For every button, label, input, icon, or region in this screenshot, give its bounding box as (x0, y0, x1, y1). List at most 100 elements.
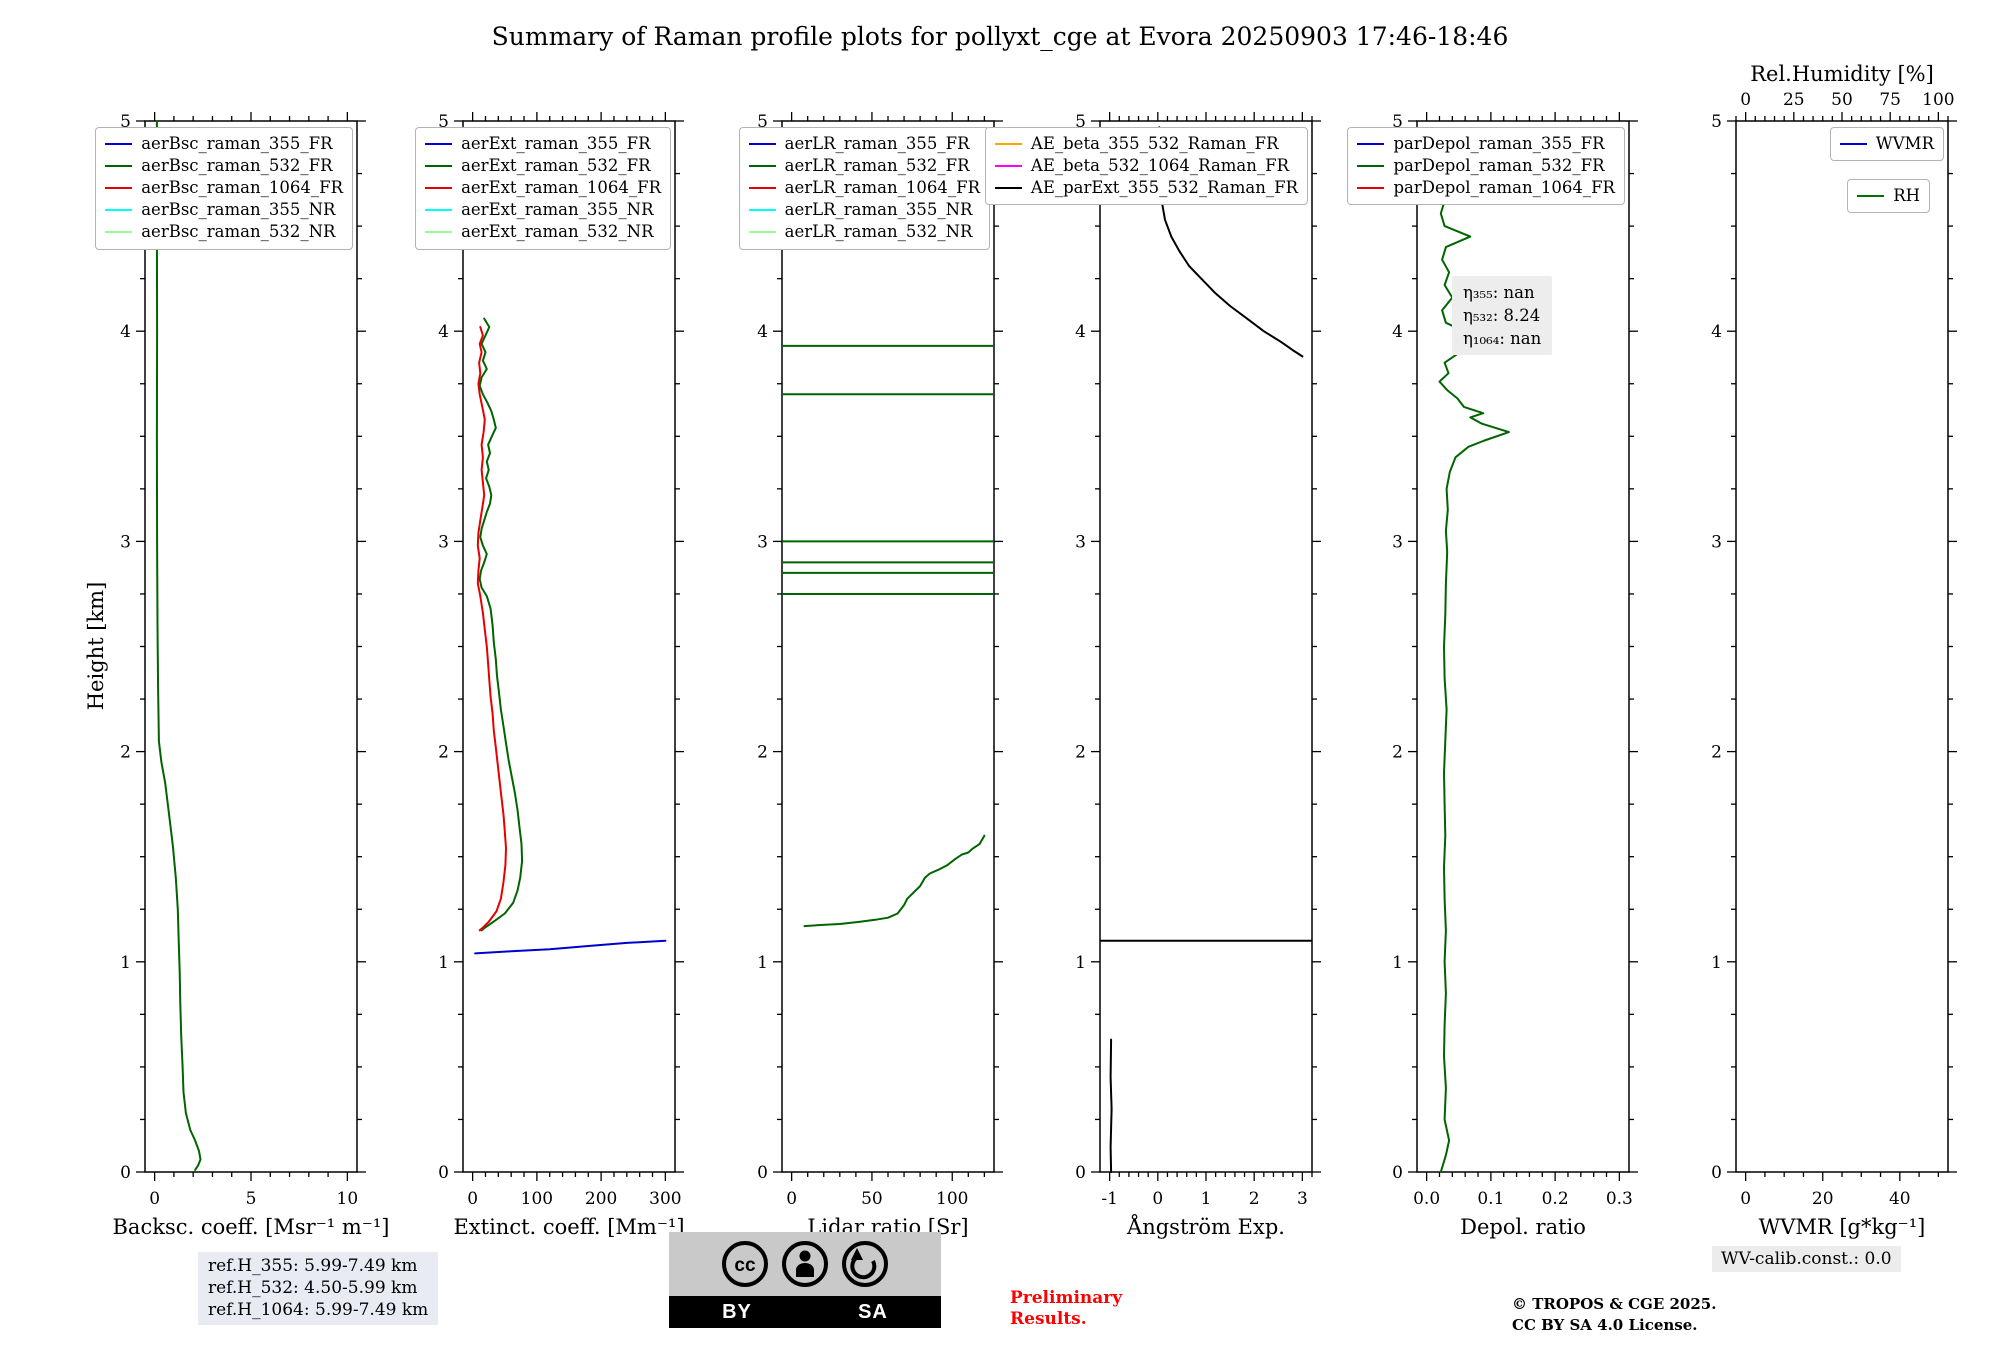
top-tick-label: 50 (1831, 90, 1853, 110)
tick-label: 0.3 (1606, 1189, 1633, 1209)
legend-label: aerLR_raman_355_FR (784, 134, 970, 153)
cc-sa-label: SA (858, 1300, 888, 1323)
tick-label: 0 (149, 1189, 160, 1209)
legend-item: RH (1857, 185, 1920, 207)
legend-line-sample (425, 165, 453, 168)
panel-extinction: 0 100 200 300 0 1 2 3 4 5 Extinct. coeff. [Mm⁻¹] (438, 112, 685, 1239)
legend-item: aerBsc_raman_532_NR (105, 221, 343, 243)
tick-label: 3 (438, 532, 449, 552)
legend-label: aerExt_raman_532_NR (461, 222, 654, 242)
panel-backscatter: 0 5 10 0 1 2 3 4 5 Backsc. coeff. [Msr⁻¹ m⁻¹] (113, 112, 390, 1239)
tick-label: 10 (337, 1189, 359, 1209)
legend-wvmr: WVMR (1829, 127, 1944, 162)
legend-item: WVMR (1839, 133, 1934, 155)
series-aerExt_raman_532_FR (478, 317, 524, 932)
tick-label: 4 (120, 322, 131, 342)
legend-label: aerBsc_raman_1064_FR (141, 178, 343, 198)
legend-line-sample (105, 231, 133, 234)
tick-label: 2 (438, 743, 449, 763)
tick-label: 4 (757, 322, 768, 342)
legend-line-sample (105, 143, 133, 146)
legend-item: aerLR_raman_355_NR (748, 199, 980, 221)
cc-icon: cc (722, 1241, 768, 1287)
tick-label: 3 (1711, 532, 1722, 552)
top-tick-label: 100 (1922, 90, 1954, 110)
legend-label: parDepol_raman_355_FR (1393, 134, 1605, 153)
tick-label: 1 (1711, 953, 1722, 973)
plot-frame (1735, 120, 1949, 1173)
legend-line-sample (1357, 165, 1385, 168)
tick-label: 100 (521, 1189, 553, 1209)
tick-label: 1 (1075, 953, 1086, 973)
legend-line-sample (994, 165, 1022, 168)
tick-label: 0 (1075, 1163, 1086, 1183)
legend-line-sample (748, 143, 776, 146)
legend-label: aerLR_raman_355_NR (784, 200, 973, 220)
legend-label: aerBsc_raman_532_FR (141, 156, 333, 176)
tick-label: 0.0 (1413, 1189, 1440, 1209)
tick-label: 2 (1392, 743, 1403, 763)
tick-label: 1 (757, 953, 768, 973)
tick-label: 5 (1711, 112, 1722, 132)
tick-label: 0 (757, 1163, 768, 1183)
tick-label: 5 (1392, 112, 1403, 132)
legend-depol: parDepol_raman_355_FR parDepol_raman_532_… (1347, 127, 1625, 206)
tick-label: 50 (861, 1189, 883, 1209)
cc-by-label: BY (722, 1300, 752, 1323)
tick-label: 0 (467, 1189, 478, 1209)
series-aerLR_raman_532_FR (803, 834, 986, 928)
legend-line-sample (748, 209, 776, 212)
svg-text:cc: cc (734, 1255, 756, 1276)
ref-h-1064: ref.H_1064: 5.99-7.49 km (208, 1299, 429, 1320)
legend-line-sample (748, 165, 776, 168)
legend-item: aerLR_raman_355_FR (748, 133, 980, 155)
top-tick-label: 75 (1879, 90, 1901, 110)
tick-label: 1 (1392, 953, 1403, 973)
legend-angstroem: AE_beta_355_532_Raman_FR AE_beta_532_1064… (984, 127, 1308, 206)
x-axis-label: WVMR [g*kg⁻¹] (1759, 1215, 1926, 1239)
tick-label: 4 (438, 322, 449, 342)
copyright-note: © TROPOS & CGE 2025. CC BY SA 4.0 Licens… (1512, 1295, 1717, 1334)
legend-item: AE_parExt_355_532_Raman_FR (994, 177, 1298, 199)
legend-label: aerExt_raman_355_FR (461, 134, 651, 153)
legend-label: aerLR_raman_532_NR (784, 222, 973, 242)
legend-item: parDepol_raman_532_FR (1357, 155, 1615, 177)
tick-label: 5 (120, 112, 131, 132)
legend-extinction: aerExt_raman_355_FR aerExt_raman_532_FR ae… (415, 127, 671, 250)
x-axis-label: Backsc. coeff. [Msr⁻¹ m⁻¹] (113, 1215, 390, 1239)
tick-label: 0 (1711, 1163, 1722, 1183)
legend-line-sample (748, 187, 776, 190)
x-axis-label: Depol. ratio (1460, 1215, 1586, 1239)
legend-label: AE_parExt_355_532_Raman_FR (1030, 178, 1298, 198)
tick-label: 3 (757, 532, 768, 552)
legend-line-sample (105, 187, 133, 190)
tick-label: 4 (1392, 322, 1403, 342)
legend-line-sample (425, 231, 453, 234)
tick-label: 0 (1152, 1189, 1163, 1209)
legend-item: aerLR_raman_532_FR (748, 155, 980, 177)
tick-label: 2 (757, 743, 768, 763)
tick-label: 4 (1711, 322, 1722, 342)
legend-label: aerLR_raman_532_FR (784, 156, 970, 176)
legend-item: aerExt_raman_532_NR (425, 221, 661, 243)
eta-annotation-box: η₃₅₅: nan η₅₃₂: 8.24 η₁₀₆₄: nan (1452, 276, 1553, 356)
legend-line-sample (994, 143, 1022, 146)
legend-line-sample (1839, 143, 1867, 146)
wv-calib-note: WV-calib.const.: 0.0 (1712, 1246, 1901, 1272)
legend-line-sample (425, 187, 453, 190)
tick-label: -1 (1101, 1189, 1118, 1209)
series-aerExt_raman_355_FR (474, 939, 667, 955)
series-aerBsc_raman_532_FR (155, 120, 202, 1171)
legend-line-sample (1857, 195, 1885, 198)
tick-label: 3 (1075, 532, 1086, 552)
tick-label: 5 (246, 1189, 257, 1209)
legend-item: aerExt_raman_1064_FR (425, 177, 661, 199)
reference-height-box: ref.H_355: 5.99-7.49 km ref.H_532: 4.50-… (198, 1252, 439, 1326)
legend-label: AE_beta_532_1064_Raman_FR (1030, 156, 1290, 176)
ref-h-532: ref.H_532: 4.50-5.99 km (208, 1277, 418, 1298)
tick-label: 5 (438, 112, 449, 132)
tick-label: 300 (649, 1189, 681, 1209)
